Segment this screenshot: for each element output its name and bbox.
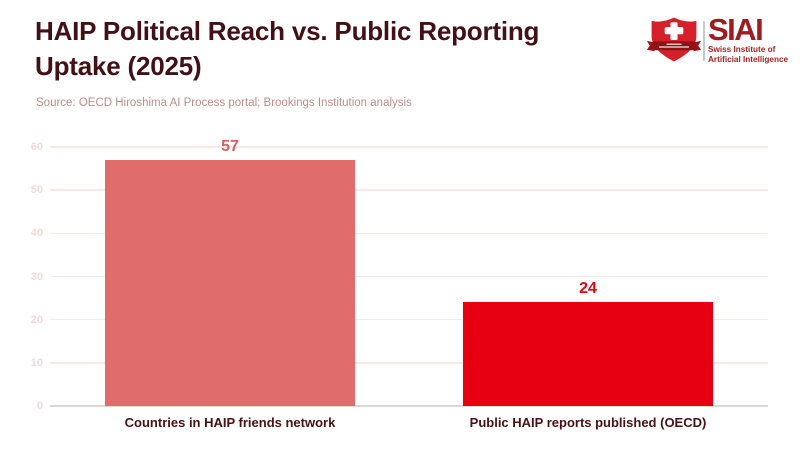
bar-value-label: 24 xyxy=(579,280,597,298)
bar xyxy=(105,159,355,406)
bar-value-label: 57 xyxy=(221,137,239,155)
source-note: Source: OECD Hiroshima AI Process portal… xyxy=(36,97,412,109)
logo-subtitle-line2: Artificial Intelligence xyxy=(708,54,789,64)
logo-divider xyxy=(703,21,705,61)
page-title: HAIP Political Reach vs. Public Reportin… xyxy=(35,14,635,84)
y-tick-label: 50 xyxy=(30,184,43,197)
y-tick-label: 40 xyxy=(30,227,43,240)
gridline xyxy=(50,146,768,148)
siai-logo: SIAI Swiss Institute of Artificial Intel… xyxy=(645,14,795,66)
gridline xyxy=(50,189,768,191)
y-tick-label: 20 xyxy=(30,313,43,326)
category-label: Countries in HAIP friends network xyxy=(124,415,336,430)
y-tick-label: 60 xyxy=(30,141,43,153)
bar xyxy=(463,302,713,406)
siai-shield-icon xyxy=(646,17,702,62)
page-title-line2: Uptake (2025) xyxy=(35,51,202,81)
page-title-line1: HAIP Political Reach vs. Public Reportin… xyxy=(35,16,540,46)
gridline xyxy=(50,232,768,235)
logo-subtitle-line1: Swiss Institute of xyxy=(708,45,776,54)
gridline xyxy=(50,275,768,278)
logo-text: SIAI Swiss Institute of Artificial Intel… xyxy=(708,12,789,64)
category-label: Public HAIP reports published (OECD) xyxy=(469,415,707,430)
y-tick-label: 10 xyxy=(30,356,43,369)
x-axis-line xyxy=(50,405,768,407)
gridline xyxy=(50,362,768,364)
y-tick-label: 30 xyxy=(30,270,43,283)
y-tick-label: 0 xyxy=(36,400,43,412)
logo-wordmark: SIAI xyxy=(708,12,764,47)
gridline xyxy=(50,318,768,321)
